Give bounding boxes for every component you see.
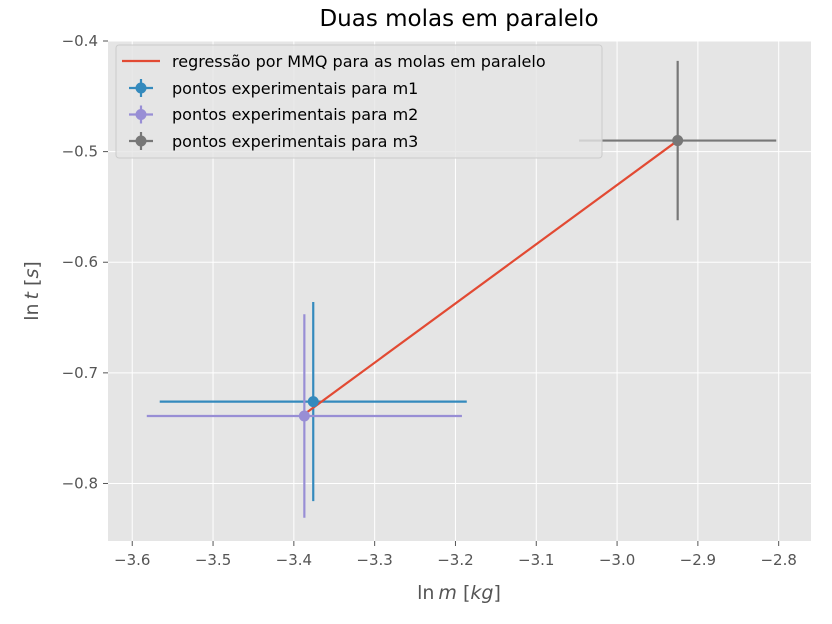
series-layer <box>146 60 777 518</box>
chart-title: Duas molas em paralelo <box>319 6 598 32</box>
x-tick-label: −3.3 <box>356 551 392 569</box>
legend-box <box>115 44 603 159</box>
legend: regressão por MMQ para as molas em paral… <box>115 44 603 159</box>
data-point <box>672 135 684 147</box>
x-tick-label: −3.6 <box>114 551 150 569</box>
y-axis-label: lnt [s] <box>21 261 43 321</box>
x-tick-label: −3.1 <box>518 551 554 569</box>
legend-entry-m2: pontos experimentais para m2 <box>129 105 418 124</box>
x-tick-label: −3.0 <box>599 551 635 569</box>
legend-entry-m1: pontos experimentais para m1 <box>129 79 418 98</box>
legend-entry-m3: pontos experimentais para m3 <box>129 132 418 151</box>
legend-point-marker <box>135 82 147 94</box>
data-point <box>298 410 310 422</box>
data-point <box>307 396 319 408</box>
regression-line <box>301 139 679 417</box>
x-tick-label: −3.4 <box>276 551 312 569</box>
legend-entry-regression: regressão por MMQ para as molas em paral… <box>122 52 546 71</box>
legend-point-marker <box>135 135 147 147</box>
legend-label-m2: pontos experimentais para m2 <box>172 105 418 124</box>
y-tick-label: −0.4 <box>62 32 98 50</box>
x-axis-label: ln m [kg] <box>417 582 501 604</box>
x-tick-label: −3.5 <box>195 551 231 569</box>
x-tick-label: −3.2 <box>437 551 473 569</box>
legend-label-m3: pontos experimentais para m3 <box>172 132 418 151</box>
y-tick-label: −0.5 <box>62 143 98 161</box>
x-tick-label: −2.8 <box>760 551 796 569</box>
legend-label-regression: regressão por MMQ para as molas em paral… <box>172 52 546 71</box>
legend-point-marker <box>135 109 147 120</box>
tick-labels: −3.6 −3.5 −3.4 −3.3 −3.2 −3.1 −3.0 −2.9 −2.8 −0.4… <box>62 32 797 569</box>
y-tick-label: −0.8 <box>62 474 98 492</box>
x-tick-label: −2.9 <box>680 551 716 569</box>
legend-label-m1: pontos experimentais para m1 <box>172 79 418 98</box>
y-tick-label: −0.7 <box>62 364 98 382</box>
y-tick-label: −0.6 <box>62 253 98 271</box>
